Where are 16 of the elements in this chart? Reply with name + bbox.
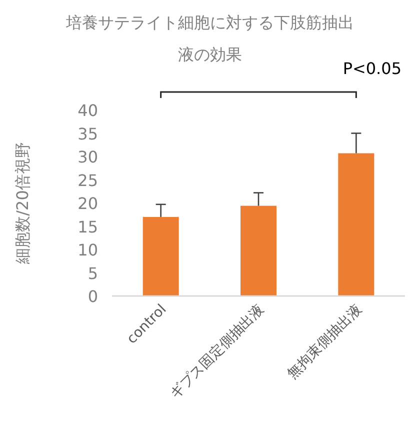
bar (142, 216, 179, 296)
y-tick-label: 10 (78, 240, 98, 260)
y-tick-label: 35 (78, 124, 98, 144)
x-tick-label: 無拘束側抽出液 (284, 302, 365, 382)
y-axis-title: 細胞数/20倍視野 (13, 142, 32, 265)
x-tick-label: ギプス固定側抽出液 (166, 302, 268, 402)
y-tick-label: 25 (78, 170, 98, 190)
y-tick-label: 5 (88, 264, 98, 283)
y-tick-label: 0 (88, 287, 98, 306)
bar (240, 206, 276, 296)
bar (338, 153, 374, 296)
text: P<0.05 (342, 59, 402, 78)
y-tick-label: 30 (78, 148, 98, 166)
y-tick-label: 15 (78, 217, 98, 236)
y-tick-label: 20 (78, 194, 98, 213)
y-tick-label: 40 (78, 101, 98, 120)
